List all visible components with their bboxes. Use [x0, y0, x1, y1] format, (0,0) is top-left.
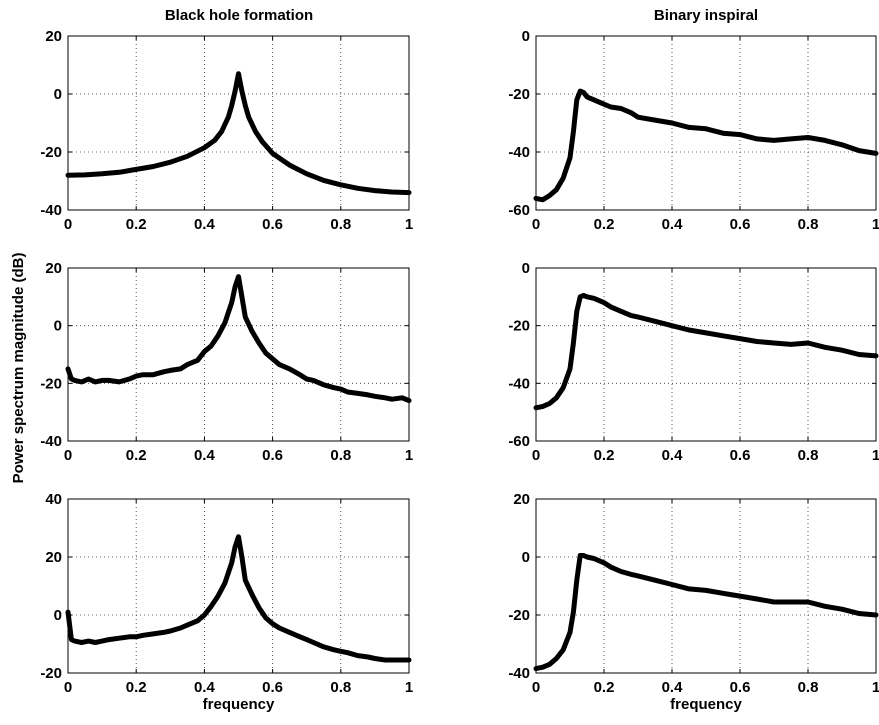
x-tick-label: 0.8	[798, 447, 819, 464]
x-tick-label: 0.2	[594, 679, 615, 696]
axes-box	[535, 267, 877, 442]
spectrum-line	[533, 88, 879, 203]
x-tick-label: 1	[405, 216, 413, 233]
x-tick-label: 0.4	[194, 679, 216, 696]
x-axis-label: frequency	[203, 696, 275, 713]
spectrum-line	[533, 292, 879, 411]
axes-box	[535, 35, 877, 211]
y-axis-label: Power spectrum magnitude (dB)	[10, 253, 27, 484]
x-tick-label: 0	[64, 447, 72, 464]
x-tick-label: 0.6	[262, 447, 283, 464]
x-tick-label: 0.6	[730, 216, 751, 233]
col-title-black-hole: Black hole formation	[165, 7, 313, 24]
y-tick-label: -60	[508, 202, 530, 219]
x-tick-label: 1	[872, 679, 879, 696]
y-tick-label: -20	[40, 144, 62, 161]
x-tick-label: 0.2	[126, 216, 147, 233]
y-tick-label: -60	[508, 433, 530, 450]
x-axis-label: frequency	[670, 696, 742, 713]
y-tick-label: 40	[45, 491, 62, 508]
x-tick-label: 1	[405, 679, 413, 696]
spectrum-line	[533, 553, 879, 672]
y-tick-label: -40	[508, 375, 530, 392]
spectrum-line	[65, 534, 412, 663]
y-tick-label: -20	[508, 86, 530, 103]
y-tick-label: -20	[40, 665, 62, 682]
subplot-r0c0: 0 0.2 0.4 0.6 0.8 1 -40 -20 0 20	[40, 28, 413, 233]
x-tick-label: 0.2	[126, 447, 147, 464]
x-tick-label: 1	[405, 447, 413, 464]
x-tick-label: 0	[532, 216, 540, 233]
y-tick-label: 0	[54, 318, 62, 335]
x-tick-label: 0.6	[262, 216, 283, 233]
x-tick-label: 0	[532, 447, 540, 464]
x-tick-label: 0	[532, 679, 540, 696]
x-tick-label: 1	[872, 447, 879, 464]
x-tick-label: 0.2	[594, 447, 615, 464]
y-tick-label: -40	[40, 433, 62, 450]
y-tick-label: 0	[522, 549, 530, 566]
x-tick-label: 0.4	[662, 447, 684, 464]
x-tick-label: 0	[64, 679, 72, 696]
spectrum-line	[65, 71, 412, 196]
x-tick-label: 0.8	[330, 216, 351, 233]
x-tick-label: 0.6	[730, 447, 751, 464]
x-tick-label: 0	[64, 216, 72, 233]
axes-box	[67, 35, 410, 211]
x-tick-label: 0.6	[262, 679, 283, 696]
y-tick-label: -40	[40, 202, 62, 219]
y-tick-label: 0	[522, 28, 530, 45]
x-tick-label: 0.2	[594, 216, 615, 233]
col-title-binary-inspiral: Binary inspiral	[654, 7, 758, 24]
x-tick-label: 0.8	[798, 679, 819, 696]
x-tick-label: 0.2	[126, 679, 147, 696]
axes-box	[535, 498, 877, 674]
x-tick-label: 0.6	[730, 679, 751, 696]
x-tick-label: 0.4	[662, 216, 684, 233]
y-tick-label: 20	[45, 28, 62, 45]
x-tick-label: 1	[872, 216, 879, 233]
spectrum-line	[65, 274, 412, 404]
axes-box	[67, 498, 410, 674]
y-tick-label: 20	[45, 549, 62, 566]
y-tick-label: -20	[508, 607, 530, 624]
x-tick-label: 0.4	[194, 447, 216, 464]
x-tick-label: 0.8	[330, 447, 351, 464]
subplot-r1c1: 0 0.2 0.4 0.6 0.8 1 -60 -40 -20 0	[508, 260, 879, 464]
y-tick-label: -40	[508, 144, 530, 161]
x-tick-label: 0.4	[662, 679, 684, 696]
y-tick-label: 0	[54, 86, 62, 103]
axes-box	[67, 267, 410, 442]
subplot-r1c0: 0 0.2 0.4 0.6 0.8 1 -40 -20 0 20	[40, 260, 413, 464]
x-tick-label: 0.8	[330, 679, 351, 696]
x-tick-label: 0.8	[798, 216, 819, 233]
subplot-r2c1: 0 0.2 0.4 0.6 0.8 1 -40 -20 0 20 frequency	[508, 491, 879, 713]
y-tick-label: 20	[45, 260, 62, 277]
y-tick-label: -40	[508, 665, 530, 682]
x-tick-label: 0.4	[194, 216, 216, 233]
y-tick-label: 20	[513, 491, 530, 508]
y-tick-label: 0	[522, 260, 530, 277]
y-tick-label: -20	[508, 318, 530, 335]
y-tick-label: 0	[54, 607, 62, 624]
y-tick-label: -20	[40, 375, 62, 392]
subplot-r0c1: 0 0.2 0.4 0.6 0.8 1 -60 -40 -20 0	[508, 28, 879, 233]
